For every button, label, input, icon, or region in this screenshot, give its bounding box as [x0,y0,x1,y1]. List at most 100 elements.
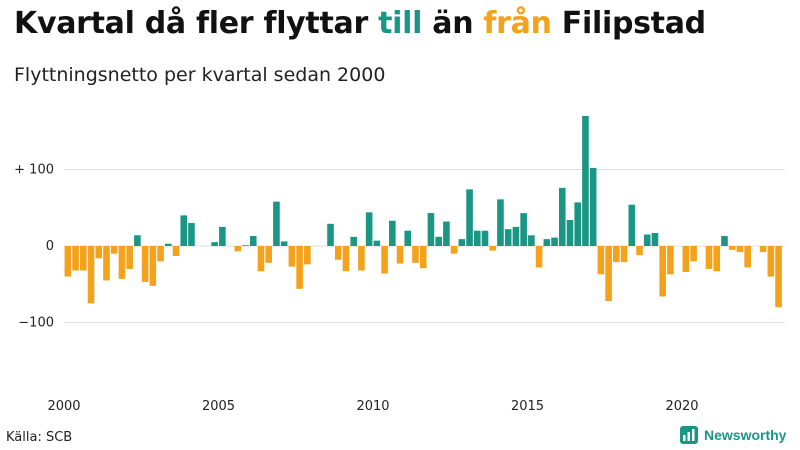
bar [435,236,442,246]
bar [682,246,690,273]
x-tick-label: 2000 [47,399,80,414]
bar [558,187,566,246]
bar [404,230,412,246]
source-note: Källa: SCB [6,430,73,445]
bar [504,229,512,246]
bar [589,167,597,246]
bar [327,223,334,246]
bar [759,246,767,253]
bar [373,240,381,247]
bar-chart: + 100 0 −100 2000 2005 2010 2015 2020 [14,115,785,414]
bar [659,246,666,297]
bar [767,246,775,277]
bar [118,246,126,279]
brand: Newsworthy [680,426,786,444]
bar [242,245,249,247]
bar [126,246,133,269]
bar [512,226,520,247]
bar [713,246,721,272]
bar [257,246,265,272]
bar [157,246,164,262]
bar [450,246,458,254]
bar [180,215,188,246]
title-highlight-in: till [378,6,423,41]
bar [358,246,365,271]
bar [80,246,87,271]
bar [473,230,481,246]
bar [458,239,466,246]
bar [721,236,728,247]
bars [64,115,782,308]
bar [134,235,141,246]
chart-subtitle: Flyttningsnetto per kvartal sedan 2000 [14,64,386,86]
bar [381,246,388,274]
bar [296,246,303,289]
bar [288,246,296,267]
bar [636,246,643,256]
bar [651,233,659,247]
bar [528,235,535,246]
bar [188,223,195,246]
bar [149,246,157,286]
bar [566,219,574,246]
bar [87,246,95,304]
bar [643,234,651,246]
bar [736,246,744,253]
bar [304,246,311,265]
bar [412,246,419,263]
bar [141,246,149,282]
bar [350,236,357,246]
bar [396,246,404,264]
bar [690,246,697,262]
bar [667,246,674,275]
bar [164,243,172,246]
bar [535,246,543,268]
bar [110,246,118,254]
x-tick-label: 2020 [665,399,698,414]
bar [620,246,628,263]
title-highlight-out: från [483,6,552,41]
x-tick-label: 2005 [202,399,235,414]
bar [389,220,396,246]
bar [574,202,582,246]
bar [443,221,450,246]
y-tick-label: + 100 [14,163,54,178]
bar [582,115,589,246]
bar [520,213,527,246]
x-tick-label: 2010 [356,399,389,414]
x-tick-label: 2015 [511,399,544,414]
bar [489,246,497,251]
bar [64,246,72,277]
bar [72,246,79,271]
bar [497,199,504,246]
y-axis: + 100 0 −100 [14,163,54,331]
bar [273,201,280,246]
bar [95,246,103,259]
bar [219,226,226,247]
bar [543,239,551,246]
bar [365,212,373,246]
y-tick-label: 0 [46,239,54,254]
bar [234,246,242,252]
bar [705,246,713,269]
bar [605,246,612,302]
y-tick-label: −100 [18,316,54,331]
bar [744,246,751,268]
bar [334,246,342,260]
bar [419,246,427,269]
brand-name: Newsworthy [704,427,787,443]
bar [628,204,636,246]
bar [211,242,218,247]
bar [551,237,558,247]
bar [613,246,620,263]
bar [775,246,782,308]
chart-title: Kvartal då fler flyttar till än från Fil… [14,6,706,41]
bar [172,246,180,256]
bar [427,213,435,246]
bar [597,246,605,275]
bar-chart-logo-icon [680,426,698,444]
x-axis: 2000 2005 2010 2015 2020 [47,399,698,414]
bar [103,246,110,281]
bar [342,246,350,272]
bar [249,236,257,247]
